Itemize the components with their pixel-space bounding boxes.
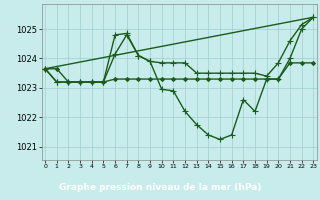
Text: Graphe pression niveau de la mer (hPa): Graphe pression niveau de la mer (hPa) [59,183,261,192]
